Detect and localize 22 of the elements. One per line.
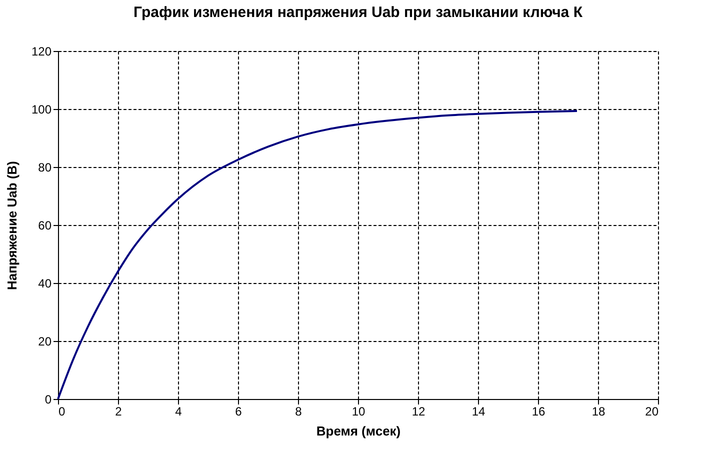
x-tick-label: 14 (472, 404, 486, 418)
chart-title: График изменения напряжения Uab при замыкании ключа К (134, 4, 584, 21)
x-tick-label: 10 (352, 404, 366, 418)
y-tick-label: 40 (38, 276, 52, 290)
x-tick-label: 2 (115, 404, 122, 418)
x-tick-label: 8 (295, 404, 302, 418)
x-tick-label: 12 (412, 404, 426, 418)
y-tick-label: 60 (38, 218, 52, 232)
y-tick-label: 120 (31, 44, 52, 58)
line-series (57, 110, 578, 400)
x-tick-label: 4 (175, 404, 182, 418)
y-tick-label: 0 (44, 392, 52, 406)
x-tick-label: 0 (58, 404, 66, 418)
y-axis-title: Напряжение Uab (В) (4, 160, 20, 290)
y-tick-label: 80 (38, 160, 52, 174)
y-tick-label: 100 (31, 102, 52, 116)
x-tick-label: 18 (592, 404, 606, 418)
y-tick-label: 20 (38, 334, 52, 348)
x-tick-label: 6 (235, 404, 242, 418)
x-axis-title: Время (мсек) (316, 424, 401, 438)
x-tick-label: 20 (645, 404, 659, 418)
x-tick-label: 16 (532, 404, 546, 418)
